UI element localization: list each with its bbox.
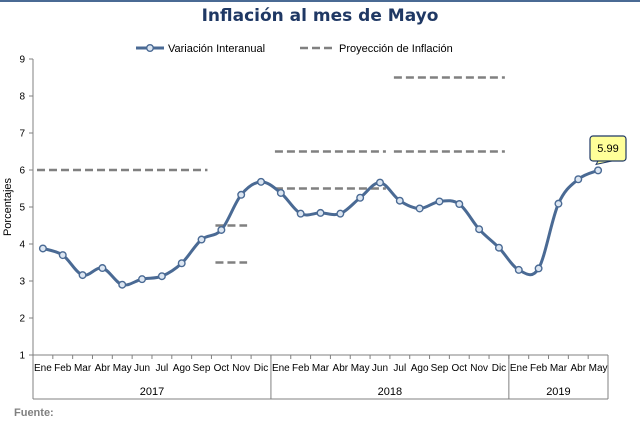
year-label: 2018 [378,386,402,398]
data-point [395,196,404,205]
x-tick-label: Ene [510,363,528,374]
x-tick-label: Nov [232,363,250,374]
x-tick-label: Feb [530,363,548,374]
x-tick-label: Jul [393,363,406,374]
x-tick-label: Abr [95,363,111,374]
data-point [554,199,563,208]
x-tick-label: Mar [312,363,330,374]
x-tick-label: Sep [431,363,449,374]
x-tick-label: Feb [54,363,72,374]
x-tick-label: Jun [372,363,388,374]
x-tick-label: May [589,363,608,374]
x-tick-label: Abr [333,363,349,374]
year-label: 2019 [546,386,570,398]
data-point [435,197,444,206]
y-axis-title: Porcentajes [2,177,14,236]
x-tick-label: Jun [134,363,150,374]
x-tick-label: Sep [193,363,211,374]
x-tick-label: Mar [550,363,568,374]
x-tick-label: Dic [254,363,268,374]
header-rule [0,0,640,2]
y-tick-label: 1 [19,351,25,362]
callout-box [589,135,627,162]
y-tick-label: 3 [19,277,25,288]
x-tick-label: Ene [272,363,290,374]
x-tick-label: Oct [452,363,468,374]
x-tick-label: Feb [292,363,310,374]
legend: Variación Interanual Proyección de Inflac… [136,43,453,55]
x-tick-label: Nov [470,363,488,374]
callout-pointer [595,160,613,166]
data-point [78,271,87,280]
y-tick-label: 8 [19,92,25,103]
data-point [316,208,325,217]
data-point [98,264,107,273]
data-point [257,177,266,186]
value-callout: 5.99 [589,135,627,166]
legend-marker-variation [145,44,154,53]
x-tick-label: Mar [74,363,92,374]
data-point [177,259,186,268]
data-point [336,209,345,218]
y-tick-label: 2 [19,314,25,325]
y-tick-label: 9 [19,55,25,66]
x-tick-label: Jul [155,363,168,374]
chart-title: Inflación al mes de Mayo [201,6,439,26]
variation-series [38,166,603,289]
x-tick-label: Abr [570,363,586,374]
data-point [157,272,166,281]
data-point [534,264,543,273]
legend-label-projection: Proyección de Inflación [339,43,453,55]
x-tick-label: May [351,363,370,374]
data-point [237,190,246,199]
x-tick-label: Ene [34,363,52,374]
data-point [574,175,583,184]
x-tick-label: May [113,363,132,374]
y-tick-label: 7 [19,129,25,140]
data-point [455,200,464,209]
data-point [118,280,127,289]
data-point [296,209,305,218]
x-tick-label: Ago [173,363,191,374]
data-point [594,166,603,175]
data-point [197,235,206,244]
variation-line [42,168,599,287]
x-tick-label: Ago [411,363,429,374]
data-point [494,243,503,252]
x-tick-label: Dic [492,363,506,374]
y-tick-label: 6 [19,166,25,177]
y-tick-label: 5 [19,203,25,214]
data-point [415,204,424,213]
data-point [514,265,523,274]
data-point [375,178,384,187]
legend-label-variation: Variación Interanual [168,43,265,55]
y-tick-label: 4 [19,240,25,251]
projection-series [37,76,505,264]
callout-label: 5.99 [597,143,618,155]
year-label: 2017 [140,386,164,398]
data-point [58,251,67,260]
x-tick-label: Oct [214,363,230,374]
data-point [217,225,226,234]
data-point [475,225,484,234]
data-point [276,188,285,197]
source-label: Fuente: [14,407,54,419]
data-point [356,193,365,202]
data-point [138,275,147,284]
data-point [38,244,47,253]
